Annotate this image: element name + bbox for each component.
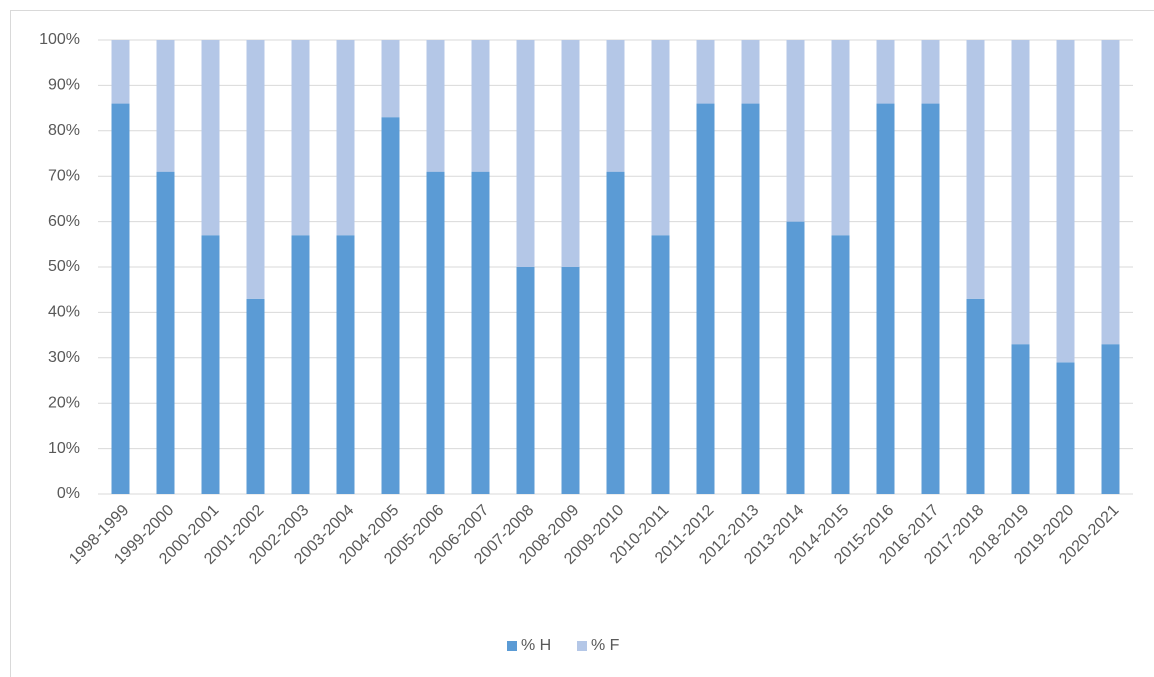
legend-label: % F [591, 637, 620, 654]
y-tick-label: 60% [48, 213, 80, 230]
bar-segment [201, 235, 220, 494]
bar-segment [741, 40, 760, 104]
bar-segment [111, 40, 130, 104]
y-tick-label: 40% [48, 304, 80, 321]
y-tick-label: 10% [48, 440, 80, 457]
y-tick-label: 30% [48, 349, 80, 366]
bar-segment [876, 103, 895, 494]
y-tick-label: 70% [48, 167, 80, 184]
bar-segment [1056, 362, 1075, 494]
bar-segment [651, 40, 670, 236]
bar-segment [1101, 40, 1120, 345]
y-tick-label: 80% [48, 122, 80, 139]
bar-segment [291, 235, 310, 494]
bar-segment [336, 40, 355, 236]
bar-segment [606, 40, 625, 172]
bar-segment [1011, 344, 1030, 494]
bar-segment [786, 221, 805, 494]
bar-segment [696, 103, 715, 494]
bar-segment [741, 103, 760, 494]
bar-segment [516, 267, 535, 494]
y-tick-label: 100% [39, 31, 80, 48]
bar-segment [831, 40, 850, 236]
bar-segment [156, 40, 175, 172]
bar-segment [516, 40, 535, 267]
y-tick-label: 90% [48, 77, 80, 94]
bar-segment [696, 40, 715, 104]
bar-segment [291, 40, 310, 236]
bar-segment [246, 40, 265, 299]
bar-segment [426, 171, 445, 494]
chart-border [10, 10, 1154, 677]
y-tick-label: 20% [48, 394, 80, 411]
bar-segment [381, 40, 400, 118]
bar-segment [381, 117, 400, 495]
legend-label: % H [521, 637, 551, 654]
bar-segment [966, 40, 985, 299]
bar-segment [651, 235, 670, 494]
bar-segment [111, 103, 130, 494]
bar-segment [246, 298, 265, 494]
bar-segment [471, 40, 490, 172]
y-tick-label: 0% [57, 485, 80, 502]
bar-segment [786, 40, 805, 222]
bar-segment [1056, 40, 1075, 363]
bar-segment [966, 298, 985, 494]
legend-swatch [577, 641, 587, 651]
bar-segment [471, 171, 490, 494]
bar-segment [831, 235, 850, 494]
bar-segment [156, 171, 175, 494]
y-tick-label: 50% [48, 258, 80, 275]
bar-segment [876, 40, 895, 104]
legend-swatch [507, 641, 517, 651]
bar-segment [1011, 40, 1030, 345]
bar-segment [426, 40, 445, 172]
bar-segment [561, 267, 580, 494]
bar-segment [921, 40, 940, 104]
bar-segment [606, 171, 625, 494]
bar-segment [201, 40, 220, 236]
bar-segment [561, 40, 580, 267]
bar-segment [336, 235, 355, 494]
bar-segment [921, 103, 940, 494]
bar-segment [1101, 344, 1120, 494]
